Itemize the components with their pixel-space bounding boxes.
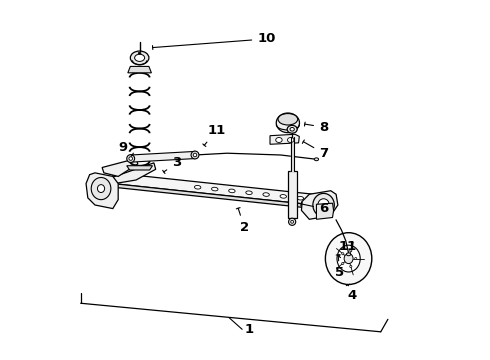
- Ellipse shape: [288, 138, 294, 143]
- Ellipse shape: [276, 138, 282, 143]
- Text: 5: 5: [335, 255, 344, 279]
- Ellipse shape: [346, 253, 351, 256]
- Ellipse shape: [191, 151, 199, 159]
- Ellipse shape: [325, 233, 372, 284]
- Ellipse shape: [318, 199, 329, 211]
- Ellipse shape: [314, 158, 319, 161]
- Ellipse shape: [287, 125, 297, 133]
- Polygon shape: [86, 173, 118, 208]
- Text: 8: 8: [304, 121, 328, 134]
- Ellipse shape: [350, 265, 352, 267]
- Text: 9: 9: [118, 141, 133, 156]
- Text: 10: 10: [152, 32, 275, 50]
- Text: 11: 11: [203, 124, 225, 147]
- Text: 4: 4: [346, 284, 357, 302]
- Text: 1: 1: [245, 323, 253, 336]
- Ellipse shape: [129, 157, 132, 160]
- Ellipse shape: [337, 245, 360, 272]
- Text: 11: 11: [338, 240, 357, 258]
- Polygon shape: [270, 134, 299, 144]
- Ellipse shape: [246, 191, 252, 194]
- Ellipse shape: [98, 185, 104, 193]
- Ellipse shape: [291, 220, 294, 223]
- Ellipse shape: [229, 189, 235, 193]
- Ellipse shape: [127, 155, 135, 162]
- Ellipse shape: [342, 262, 344, 265]
- Ellipse shape: [193, 153, 197, 157]
- Ellipse shape: [195, 185, 201, 189]
- Ellipse shape: [130, 51, 149, 64]
- Ellipse shape: [350, 250, 352, 252]
- Text: 6: 6: [301, 202, 328, 215]
- Polygon shape: [317, 203, 334, 219]
- Ellipse shape: [290, 127, 294, 131]
- Ellipse shape: [91, 177, 111, 200]
- Ellipse shape: [263, 193, 270, 196]
- Ellipse shape: [355, 257, 357, 260]
- Ellipse shape: [289, 218, 296, 225]
- Ellipse shape: [313, 193, 334, 217]
- Polygon shape: [128, 66, 151, 73]
- Polygon shape: [102, 158, 138, 176]
- Polygon shape: [113, 163, 156, 184]
- Ellipse shape: [135, 54, 145, 62]
- Ellipse shape: [342, 253, 344, 255]
- Ellipse shape: [278, 113, 298, 125]
- Ellipse shape: [276, 113, 299, 133]
- Ellipse shape: [212, 187, 218, 191]
- Ellipse shape: [297, 197, 304, 200]
- Polygon shape: [131, 152, 195, 162]
- Ellipse shape: [138, 52, 141, 54]
- Text: 7: 7: [302, 140, 328, 160]
- Polygon shape: [113, 184, 331, 210]
- Ellipse shape: [280, 194, 287, 198]
- Ellipse shape: [344, 253, 353, 264]
- Polygon shape: [301, 191, 338, 219]
- Polygon shape: [288, 171, 297, 217]
- Polygon shape: [127, 166, 152, 170]
- Text: 2: 2: [236, 208, 249, 234]
- Polygon shape: [113, 173, 331, 207]
- Text: 3: 3: [163, 156, 181, 174]
